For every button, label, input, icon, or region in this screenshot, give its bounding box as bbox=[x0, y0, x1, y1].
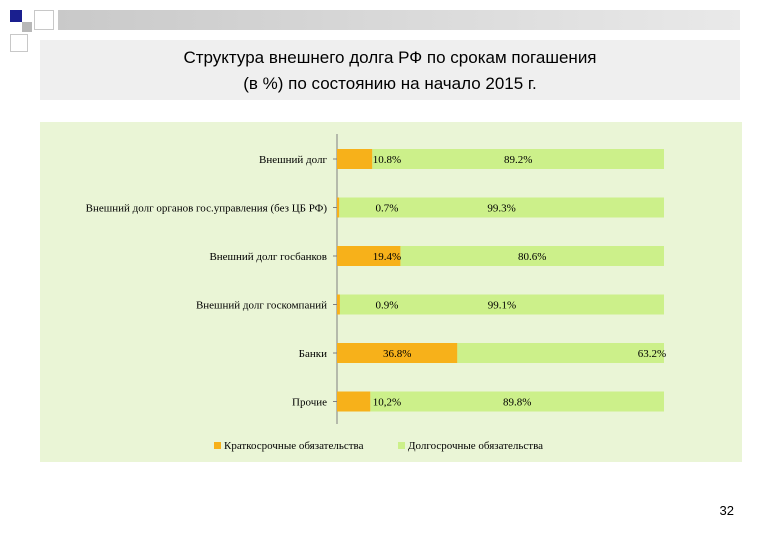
legend-label: Краткосрочные обязательства bbox=[224, 440, 364, 452]
bar-segment bbox=[372, 149, 664, 169]
corner-square-1 bbox=[10, 10, 22, 22]
category-label: Внешний долг органов гос.управления (без… bbox=[86, 203, 328, 215]
category-label: Внешний долг bbox=[259, 154, 327, 166]
chart-title-line-1: Структура внешнего долга РФ по срокам по… bbox=[183, 48, 597, 67]
legend-swatch bbox=[214, 442, 221, 449]
category-label: Внешний долг госкомпаний bbox=[196, 300, 327, 312]
data-label: 89.2% bbox=[504, 154, 532, 166]
category-label: Прочие bbox=[292, 397, 327, 409]
data-label: 10.8% bbox=[373, 154, 401, 166]
header-stripe bbox=[58, 10, 740, 30]
corner-square-3 bbox=[34, 10, 54, 30]
page-number: 32 bbox=[719, 503, 734, 518]
data-label: 36.8% bbox=[383, 348, 411, 360]
data-label: 80.6% bbox=[518, 251, 546, 263]
data-label: 89.8% bbox=[503, 397, 531, 409]
corner-square-2 bbox=[22, 22, 32, 32]
title-box: Структура внешнего долга РФ по срокам по… bbox=[40, 40, 740, 100]
bar-segment bbox=[457, 343, 664, 363]
data-label: 99.1% bbox=[488, 300, 516, 312]
category-label: Банки bbox=[299, 348, 327, 360]
corner-square-4 bbox=[10, 34, 28, 52]
data-label: 10,2% bbox=[373, 397, 401, 409]
data-label: 19.4% bbox=[373, 251, 401, 263]
category-label: Внешний долг госбанков bbox=[209, 251, 327, 263]
data-label: 63.2% bbox=[638, 348, 666, 360]
bar-segment bbox=[337, 391, 371, 412]
legend-swatch bbox=[398, 442, 405, 449]
bar-segment bbox=[400, 246, 664, 266]
bar-segment bbox=[337, 246, 401, 266]
bar-segment bbox=[339, 197, 664, 218]
chart-title-line-2: (в %) по состоянию на начало 2015 г. bbox=[243, 74, 537, 93]
bar-segment bbox=[337, 343, 458, 363]
data-label: 0.7% bbox=[376, 203, 399, 215]
data-label: 99.3% bbox=[487, 203, 515, 215]
bar-segment bbox=[337, 294, 340, 315]
bar-segment bbox=[337, 149, 373, 169]
bar-segment bbox=[339, 294, 664, 315]
data-label: 0.9% bbox=[376, 300, 399, 312]
legend-label: Долгосрочные обязательства bbox=[408, 440, 543, 452]
bar-segment bbox=[337, 197, 340, 218]
bar-segment bbox=[370, 391, 664, 412]
